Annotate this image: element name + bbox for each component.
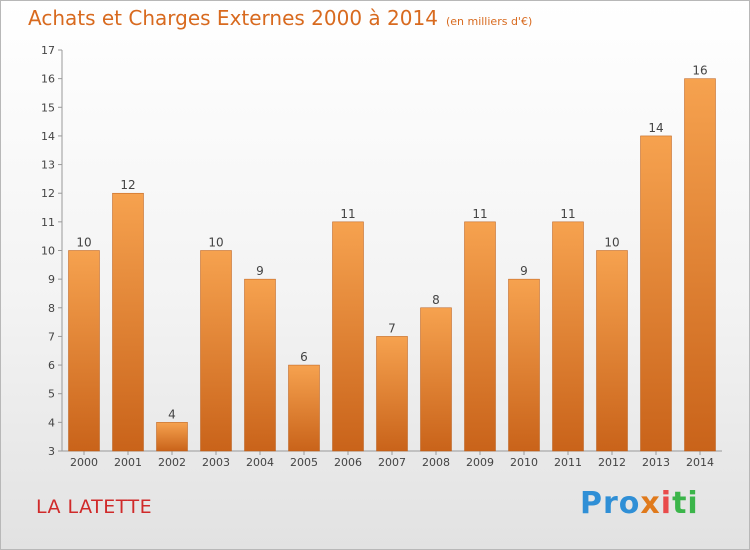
- bar-2008: [420, 307, 452, 452]
- bar-2000: [68, 250, 100, 452]
- y-tick-label: 11: [41, 216, 55, 229]
- y-tick-label: 5: [48, 388, 55, 401]
- chart-title: Achats et Charges Externes 2000 à 2014 (e…: [28, 6, 532, 30]
- y-tick-label: 6: [48, 359, 55, 372]
- x-tick-label: 2005: [290, 456, 318, 469]
- title-text: Achats et Charges Externes 2000 à 2014: [28, 6, 438, 30]
- x-tick-label: 2013: [642, 456, 670, 469]
- bar-2003: [200, 250, 232, 452]
- x-tick-label: 2002: [158, 456, 186, 469]
- data-label: 11: [340, 207, 355, 221]
- chart-subtitle: (en milliers d'€): [445, 15, 533, 28]
- data-label: 12: [120, 178, 135, 192]
- x-tick-label: 2007: [378, 456, 406, 469]
- data-label: 11: [560, 207, 575, 221]
- y-tick-label: 12: [41, 187, 55, 200]
- y-tick-label: 9: [48, 273, 55, 286]
- x-tick-label: 2003: [202, 456, 230, 469]
- x-tick-label: 2000: [70, 456, 98, 469]
- data-label: 6: [300, 350, 308, 364]
- y-tick-label: 3: [48, 445, 55, 458]
- x-tick-label: 2001: [114, 456, 142, 469]
- bar-2013: [640, 135, 672, 452]
- bar-2001: [112, 192, 144, 452]
- y-tick-label: 13: [41, 159, 55, 172]
- y-tick-label: 15: [41, 101, 55, 114]
- data-label: 10: [604, 236, 619, 250]
- y-tick-label: 14: [41, 130, 55, 143]
- x-tick-label: 2006: [334, 456, 362, 469]
- y-tick-label: 8: [48, 302, 55, 315]
- bar-2010: [508, 278, 540, 452]
- data-label: 10: [208, 236, 223, 250]
- x-tick-label: 2012: [598, 456, 626, 469]
- chart-labels: 2000 10 2001 12 2002 4 2003 10 2004 9 2005 6 2006 11 2…: [70, 64, 714, 469]
- data-label: 7: [388, 321, 396, 335]
- y-tick-label: 17: [41, 44, 55, 57]
- bar-2004: [244, 278, 276, 452]
- bar-2014: [684, 78, 716, 452]
- bar-2002: [156, 422, 188, 452]
- data-label: 10: [76, 236, 91, 250]
- bar-2005: [288, 364, 320, 452]
- data-label: 9: [520, 264, 528, 278]
- bar-2011: [552, 221, 584, 452]
- y-tick-label: 4: [48, 416, 55, 429]
- bar-2006: [332, 221, 364, 452]
- x-tick-label: 2004: [246, 456, 274, 469]
- data-label: 16: [692, 64, 707, 78]
- x-tick-label: 2008: [422, 456, 450, 469]
- proxiti-logo[interactable]: Proxiti: [580, 486, 699, 521]
- x-tick-label: 2010: [510, 456, 538, 469]
- data-label: 9: [256, 264, 264, 278]
- data-label: 14: [648, 121, 663, 135]
- data-label: 8: [432, 293, 440, 307]
- chart-bars: [68, 78, 716, 452]
- x-tick-label: 2011: [554, 456, 582, 469]
- y-tick-label: 7: [48, 330, 55, 343]
- x-tick-label: 2014: [686, 456, 714, 469]
- bar-2012: [596, 250, 628, 452]
- y-tick-label: 10: [41, 245, 55, 258]
- town-name: LA LATETTE: [36, 496, 153, 518]
- data-label: 11: [472, 207, 487, 221]
- x-tick-label: 2009: [466, 456, 494, 469]
- bar-2009: [464, 221, 496, 452]
- y-tick-label: 16: [41, 73, 55, 86]
- bar-2007: [376, 336, 408, 452]
- data-label: 4: [168, 407, 176, 421]
